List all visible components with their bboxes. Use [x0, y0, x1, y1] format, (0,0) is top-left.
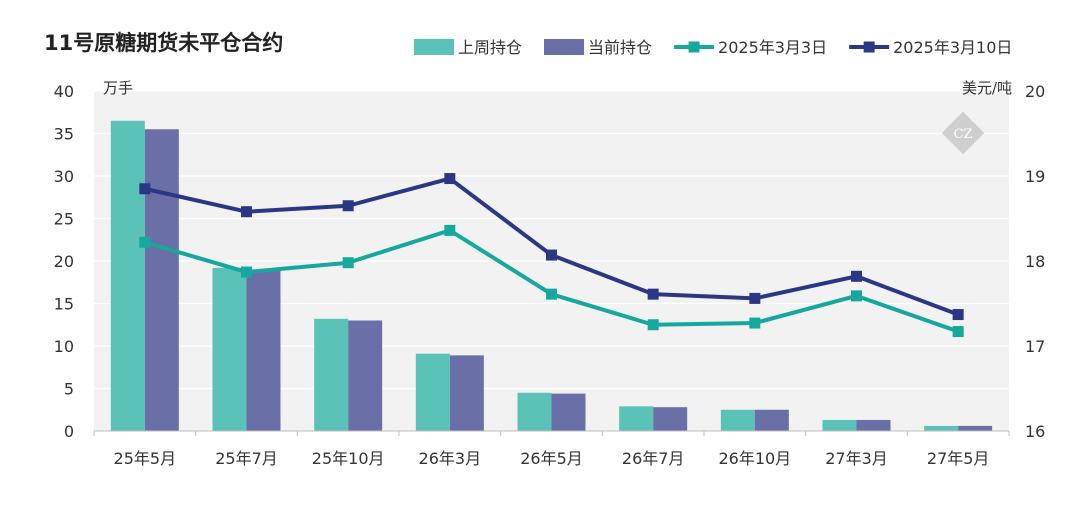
line-point	[546, 249, 557, 261]
bar-current	[958, 425, 993, 431]
y-left-tick-label: 15	[54, 295, 74, 314]
bar-current	[246, 269, 281, 431]
left-axis-unit: 万手	[103, 79, 133, 97]
line-point	[139, 183, 151, 195]
bar-current	[653, 407, 688, 431]
x-tick-label: 27年3月	[825, 449, 888, 468]
bars	[110, 120, 993, 431]
bar-current	[754, 409, 789, 431]
y-right-tick-label: 20	[1025, 82, 1045, 101]
line-point	[749, 292, 761, 304]
x-tick-label: 25年10月	[312, 449, 385, 468]
line-point	[444, 224, 456, 236]
bar-last-week	[314, 318, 349, 431]
x-tick-label: 27年5月	[927, 449, 990, 468]
svg-text:CZ: CZ	[954, 127, 973, 142]
legend-marker	[863, 41, 875, 53]
y-left-tick-label: 0	[64, 422, 74, 441]
line-point	[952, 326, 964, 338]
bar-current	[449, 355, 484, 431]
line-point	[139, 236, 151, 248]
y-left-tick-label: 5	[64, 380, 74, 399]
lines	[139, 173, 964, 338]
x-tick-label: 26年5月	[520, 449, 583, 468]
legend-swatch	[414, 39, 454, 55]
y-left-tick-label: 35	[54, 125, 74, 144]
y-right-tick-label: 18	[1025, 252, 1045, 271]
line-point	[444, 173, 456, 185]
x-tick-label: 25年7月	[215, 449, 278, 468]
bar-last-week	[619, 406, 654, 431]
chart-title: 11号原糖期货未平仓合约	[44, 31, 283, 55]
line-point	[851, 290, 862, 302]
line-point	[647, 288, 659, 300]
axes: 25年5月 25年7月 25年10月 26年3月 26年5月 26年7月 26年10月 27年…	[54, 82, 1046, 468]
bar-last-week	[110, 120, 145, 431]
legend: 上周持仓 当前持仓 2025年3月3日 2025年3月10日	[414, 38, 1012, 57]
legend-swatch	[544, 39, 585, 55]
bar-current	[551, 393, 586, 431]
y-left-tick-label: 40	[54, 82, 74, 101]
x-tick-label: 26年3月	[419, 449, 482, 468]
y-left-tick-label: 10	[54, 337, 74, 356]
x-tick-label: 26年10月	[718, 449, 791, 468]
line-point	[342, 200, 354, 212]
bar-current	[144, 129, 179, 431]
bar-last-week	[415, 353, 450, 431]
line-point	[241, 266, 252, 278]
bar-last-week	[822, 419, 857, 431]
x-tick-label: 25年5月	[114, 449, 177, 468]
legend-label: 2025年3月10日	[893, 38, 1012, 57]
y-right-tick-label: 16	[1025, 422, 1045, 441]
bar-last-week	[212, 267, 247, 431]
legend-marker	[688, 41, 700, 53]
bar-current	[856, 419, 891, 431]
line-point	[952, 309, 964, 321]
x-tick-label: 26年7月	[622, 449, 685, 468]
bar-last-week	[517, 392, 552, 431]
line-point	[647, 319, 659, 331]
line-point	[546, 288, 557, 300]
bar-last-week	[924, 425, 959, 431]
line-point	[342, 257, 354, 269]
y-right-tick-label: 19	[1025, 167, 1045, 186]
y-left-tick-label: 30	[54, 167, 74, 186]
legend-label: 2025年3月3日	[718, 38, 827, 57]
line-point	[749, 317, 761, 329]
y-left-tick-label: 25	[54, 210, 74, 229]
y-left-tick-label: 20	[54, 252, 74, 271]
legend-label: 当前持仓	[588, 38, 652, 57]
line-point	[851, 270, 862, 282]
y-right-tick-label: 17	[1025, 337, 1045, 356]
bar-current	[348, 320, 383, 431]
line-point	[241, 206, 252, 218]
right-axis-unit: 美元/吨	[962, 79, 1012, 97]
legend-label: 上周持仓	[458, 38, 522, 57]
bar-last-week	[720, 409, 755, 431]
